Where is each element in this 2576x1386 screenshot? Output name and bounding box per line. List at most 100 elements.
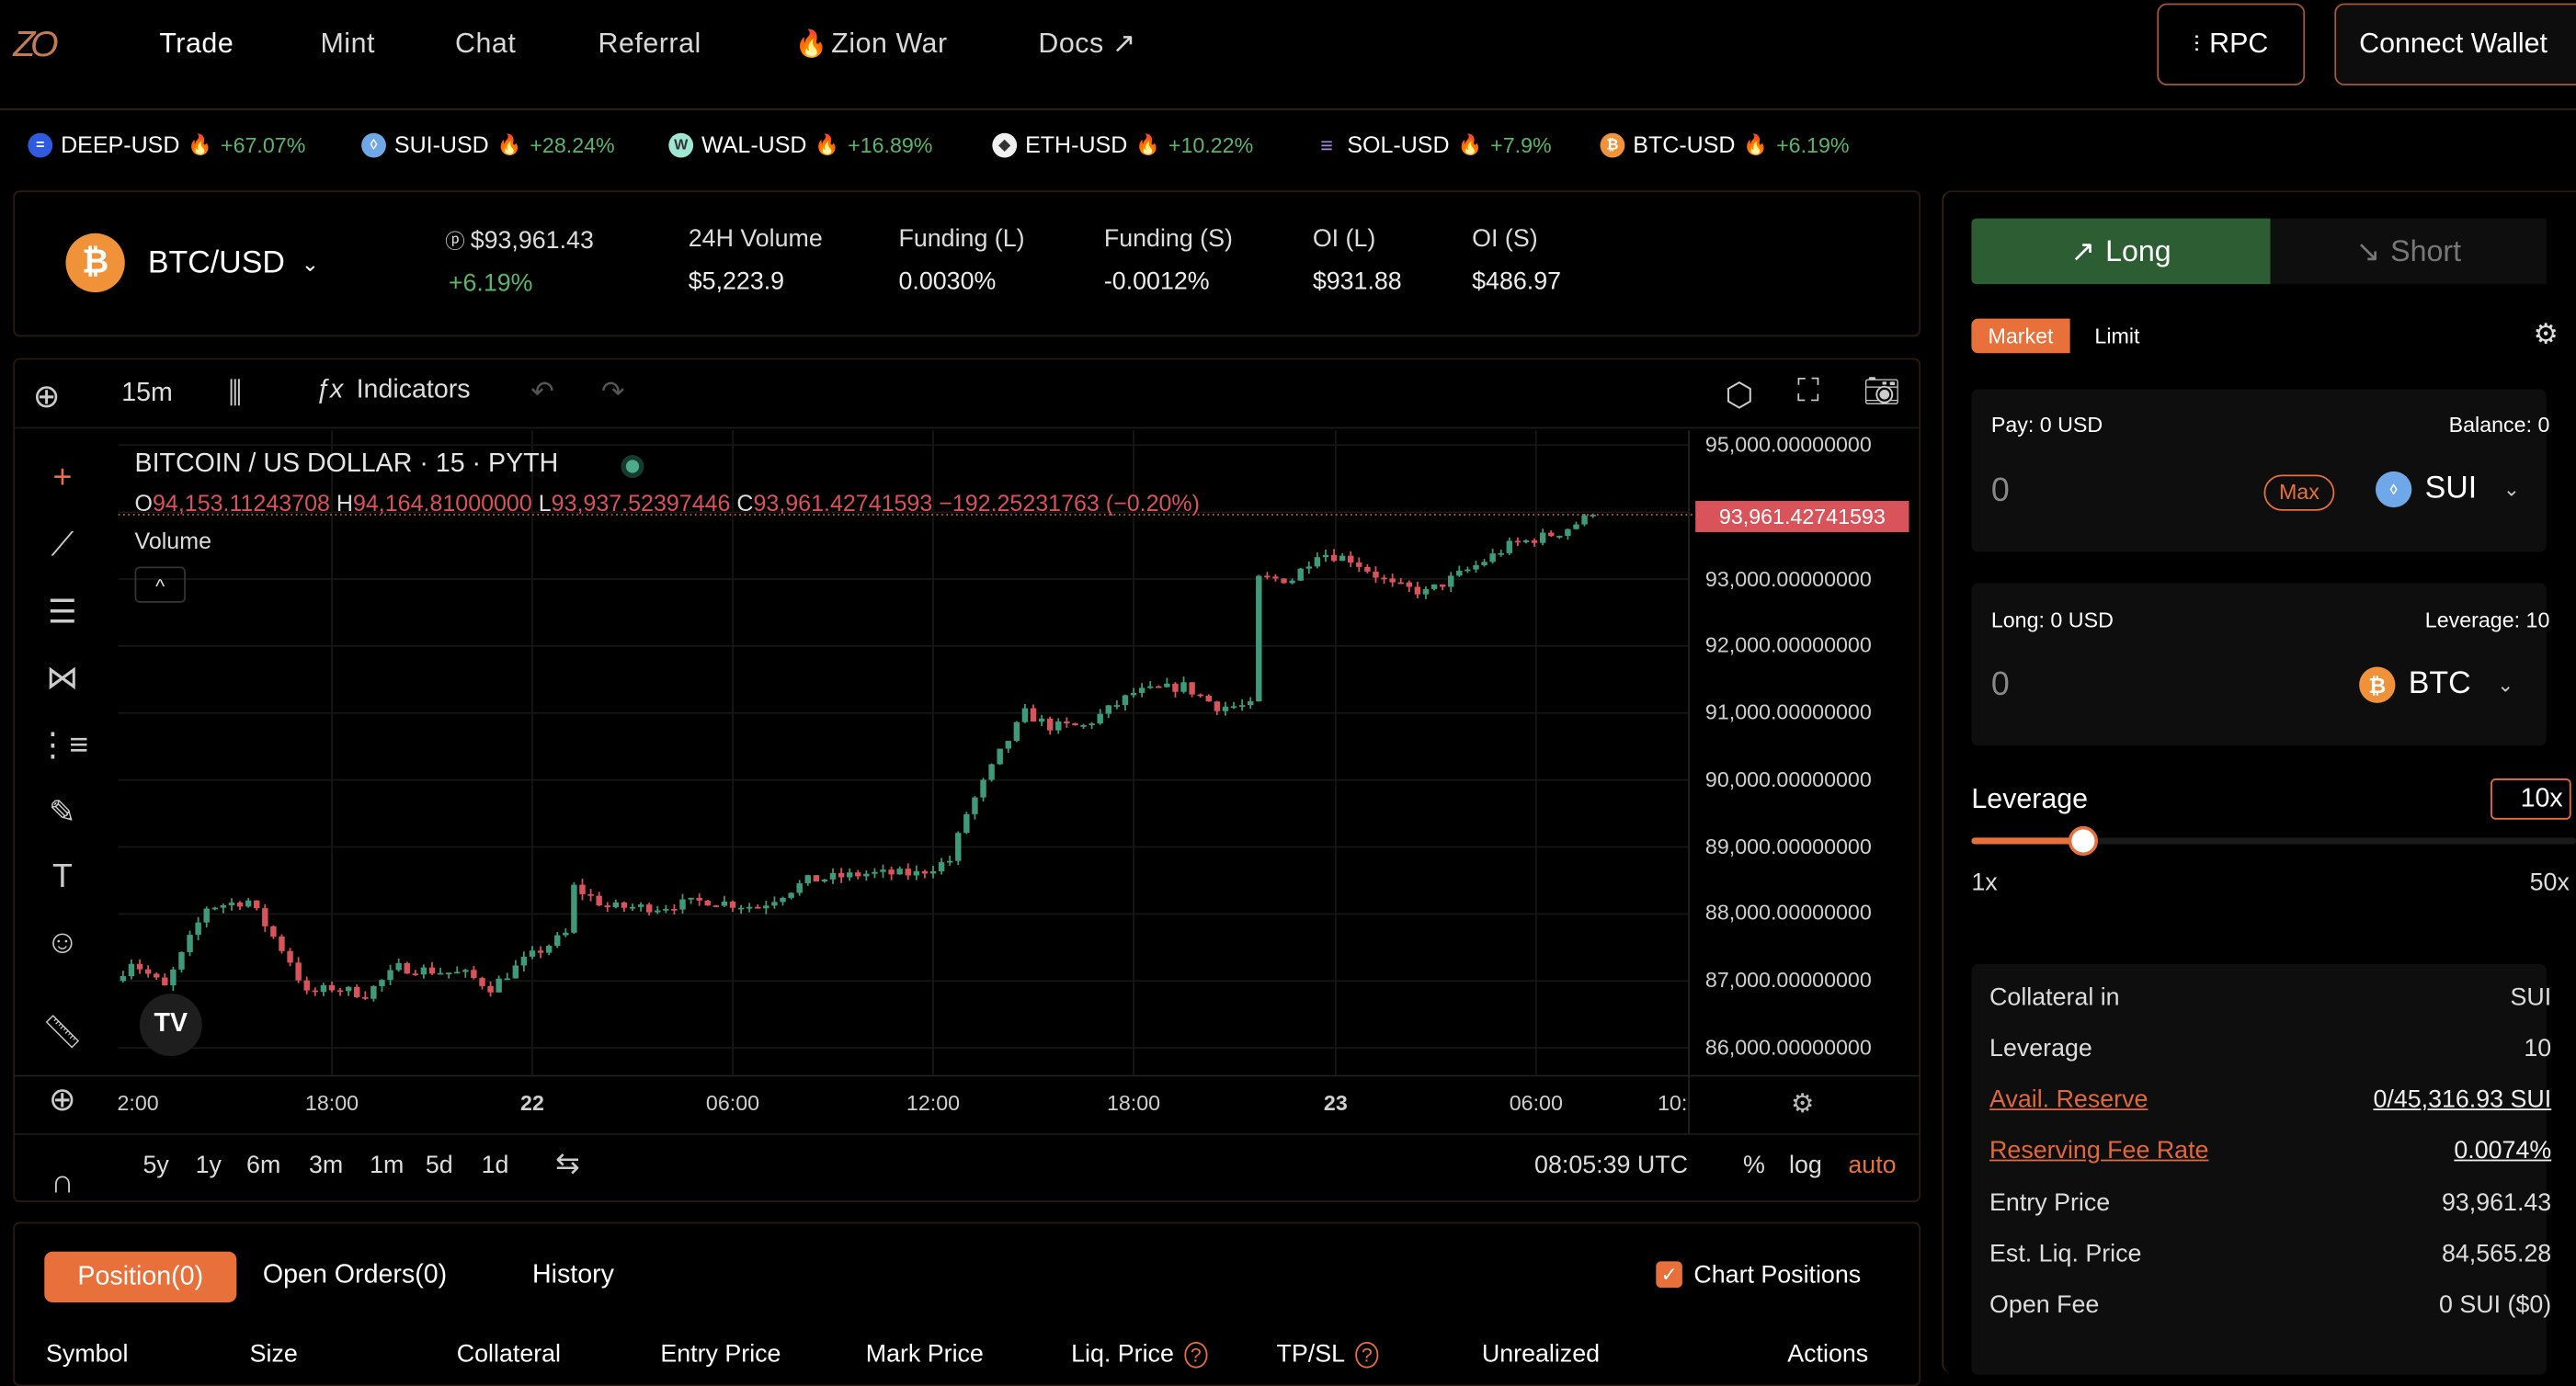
ticker-wal-usd[interactable]: W WAL-USD 🔥 +16.89% xyxy=(668,131,932,158)
percent-toggle[interactable]: % xyxy=(1743,1151,1765,1180)
help-icon[interactable]: ? xyxy=(1354,1341,1379,1369)
range-5y[interactable]: 5y xyxy=(142,1151,169,1180)
leverage-slider[interactable] xyxy=(1971,837,2576,845)
candle xyxy=(1347,555,1354,562)
utc-clock[interactable]: 08:05:39 UTC xyxy=(1534,1151,1688,1180)
limit-order-tab[interactable]: Limit xyxy=(2094,324,2140,348)
short-tab[interactable]: ↘ Short xyxy=(2270,218,2547,285)
ruler-icon[interactable]: 📏︎ xyxy=(41,1014,84,1051)
range-1y[interactable]: 1y xyxy=(195,1151,222,1180)
nav-docs[interactable]: Docs ↗ xyxy=(1038,28,1136,60)
nav-chat[interactable]: Chat xyxy=(454,28,517,60)
rpc-button[interactable]: ⫶ RPC xyxy=(2157,3,2306,85)
help-icon[interactable]: ? xyxy=(1183,1341,1208,1369)
redo-icon[interactable]: ↷ xyxy=(601,376,625,408)
zoom-in-icon[interactable]: ⊕ xyxy=(48,1081,76,1119)
auto-toggle[interactable]: auto xyxy=(1848,1151,1897,1180)
pay-input[interactable]: 0 xyxy=(1990,472,2010,509)
indicators-label: Indicators xyxy=(356,376,471,404)
current-price-label: 93,961.42741593 xyxy=(1695,501,1909,532)
settings-hex-icon[interactable]: ⬡ xyxy=(1725,378,1754,415)
trend-line-icon[interactable]: ⟋ xyxy=(51,526,74,563)
pay-token-selector[interactable]: ◊ SUI ⌄ xyxy=(2376,471,2520,508)
pattern-icon[interactable]: ⋈ xyxy=(46,659,79,696)
candle xyxy=(445,972,452,975)
tab-open-orders[interactable]: Open Orders(0) xyxy=(262,1261,448,1289)
time-tick: 18:00 xyxy=(304,1090,359,1116)
crosshair-icon[interactable]: + xyxy=(52,459,73,495)
ticker-deep-usd[interactable]: = DEEP-USD 🔥 +67.07% xyxy=(28,131,305,158)
candle xyxy=(1146,686,1154,688)
camera-icon[interactable]: 📷︎ xyxy=(1863,374,1901,408)
info-label[interactable]: Reserving Fee Rate xyxy=(1989,1136,2209,1164)
info-value: 10 xyxy=(2524,1034,2552,1063)
ticker-sol-usd[interactable]: ≡ SOL-USD 🔥 +7.9% xyxy=(1314,131,1552,158)
candle xyxy=(320,984,327,993)
text-icon[interactable]: T xyxy=(51,858,73,895)
ticker-pair: SOL-USD xyxy=(1347,131,1450,158)
info-value: SUI xyxy=(2510,983,2552,1012)
ticker-btc-usd[interactable]: ₿ BTC-USD 🔥 +6.19% xyxy=(1600,131,1850,158)
max-button[interactable]: Max xyxy=(2263,474,2335,511)
tab-position[interactable]: Position(0) xyxy=(44,1251,237,1303)
fib-icon[interactable]: ⋮≡ xyxy=(36,726,89,764)
candle xyxy=(420,967,427,975)
nav-trade[interactable]: Trade xyxy=(159,28,234,60)
range-1d[interactable]: 1d xyxy=(481,1151,509,1180)
add-symbol-icon[interactable]: ⊕ xyxy=(32,379,61,416)
range-3m[interactable]: 3m xyxy=(308,1151,344,1180)
range-1m[interactable]: 1m xyxy=(370,1151,405,1180)
info-row: Collateral in SUI xyxy=(1989,983,2551,1011)
interval-selector[interactable]: 15m xyxy=(121,379,173,408)
candle xyxy=(1214,701,1221,711)
date-range-icon[interactable]: ⇆ xyxy=(555,1146,580,1180)
candle xyxy=(379,980,385,986)
tradingview-logo[interactable]: TV xyxy=(139,994,202,1057)
price-tick: 92,000.00000000 xyxy=(1704,632,1872,658)
tab-history[interactable]: History xyxy=(531,1261,614,1289)
candle xyxy=(220,904,227,908)
nav-referral[interactable]: Referral xyxy=(598,28,701,60)
column-header: Liq. Price? xyxy=(1071,1340,1208,1369)
leverage-slider-handle[interactable] xyxy=(2068,825,2098,857)
log-toggle[interactable]: log xyxy=(1789,1151,1822,1180)
chart-positions-checkbox[interactable]: ✓ xyxy=(1656,1261,1682,1289)
info-row: Leverage 10 xyxy=(1989,1035,2551,1062)
market-order-tab[interactable]: Market xyxy=(1971,318,2070,354)
magnet-icon[interactable]: ∩ xyxy=(51,1164,74,1200)
logo[interactable]: ZO xyxy=(13,23,58,64)
pair-selector[interactable]: BTC/USD ⌄ xyxy=(148,246,319,282)
connect-wallet-button[interactable]: Connect Wallet xyxy=(2334,3,2576,85)
long-token-selector[interactable]: ₿ BTC ⌄ xyxy=(2359,666,2513,703)
time-tick: 2:00 xyxy=(117,1090,159,1116)
range-5d[interactable]: 5d xyxy=(425,1151,453,1180)
candle xyxy=(512,965,519,979)
long-input[interactable]: 0 xyxy=(1990,666,2010,703)
fullscreen-icon[interactable]: ⛶ xyxy=(1796,374,1819,409)
candle-type-icon[interactable]: ⫼ xyxy=(228,376,243,409)
collapse-button[interactable]: ^ xyxy=(134,566,186,603)
candle xyxy=(679,899,686,910)
long-tab[interactable]: ↗ Long xyxy=(1971,218,2271,285)
brush-icon[interactable]: ✎ xyxy=(48,794,76,831)
candle xyxy=(1330,554,1338,562)
gear-icon[interactable]: ⚙ xyxy=(2533,318,2559,350)
ticker-eth-usd[interactable]: ◆ ETH-USD 🔥 +10.22% xyxy=(992,131,1253,158)
ticker-sui-usd[interactable]: ◊ SUI-USD 🔥 +28.24% xyxy=(361,131,615,158)
undo-icon[interactable]: ↶ xyxy=(530,376,554,408)
leverage-input[interactable]: 10x xyxy=(2491,778,2571,820)
candle xyxy=(554,935,561,947)
nav-zion-war[interactable]: Zion War xyxy=(831,28,948,60)
price-change: +6.19% xyxy=(448,269,533,298)
emoji-icon[interactable]: ☺ xyxy=(45,924,80,960)
candle xyxy=(813,875,820,882)
indicators-button[interactable]: ƒx Indicators xyxy=(315,376,470,405)
candle xyxy=(128,963,135,977)
nav-mint[interactable]: Mint xyxy=(320,28,376,60)
info-label[interactable]: Avail. Reserve xyxy=(1989,1085,2149,1114)
candle xyxy=(153,973,160,978)
horizontal-lines-icon[interactable]: ☰ xyxy=(47,594,77,631)
range-6m[interactable]: 6m xyxy=(246,1151,281,1180)
axis-settings-icon[interactable]: ⚙ xyxy=(1790,1090,1815,1119)
